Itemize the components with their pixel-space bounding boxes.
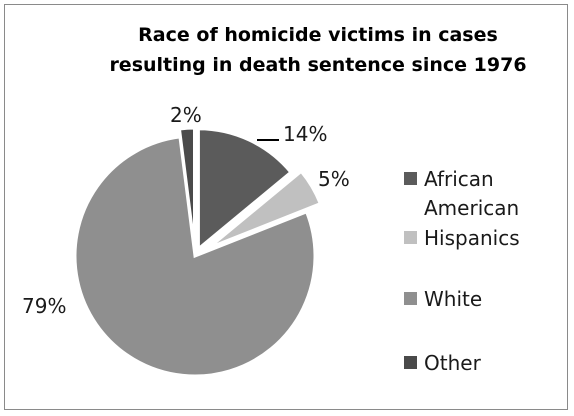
legend-item-other: Other bbox=[404, 351, 482, 375]
data-label-white: 79% bbox=[22, 294, 66, 318]
data-label-hispanics: 5% bbox=[318, 167, 350, 191]
data-label-african-american: 14% bbox=[283, 122, 327, 146]
legend: African American Hispanics White Other bbox=[404, 167, 520, 375]
legend-swatch-white bbox=[404, 292, 417, 305]
pie-slice-other bbox=[177, 126, 196, 249]
pie-slices bbox=[73, 126, 323, 378]
legend-label-hispanics: Hispanics bbox=[424, 226, 520, 250]
pie-slice-hispanics bbox=[207, 169, 323, 250]
legend-swatch-hispanics bbox=[404, 231, 417, 244]
legend-swatch-other bbox=[404, 356, 417, 369]
data-labels: 14% 5% 79% 2% bbox=[22, 103, 350, 318]
pie-slice-white bbox=[73, 135, 317, 378]
pie-slice-african-american bbox=[196, 127, 293, 252]
legend-label-african-american: American bbox=[424, 196, 519, 220]
legend-label-african-american: African bbox=[424, 167, 494, 191]
legend-item-white: White bbox=[404, 287, 482, 311]
legend-item-hispanics: Hispanics bbox=[404, 226, 520, 250]
data-label-other: 2% bbox=[170, 103, 202, 127]
chart-title-line-1: Race of homicide victims in cases bbox=[138, 24, 498, 46]
legend-label-other: Other bbox=[424, 351, 482, 375]
chart-title-line-2: resulting in death sentence since 1976 bbox=[109, 54, 526, 76]
legend-swatch-african-american bbox=[404, 172, 417, 185]
legend-item-african-american: African American bbox=[404, 167, 519, 220]
legend-label-white: White bbox=[424, 287, 482, 311]
